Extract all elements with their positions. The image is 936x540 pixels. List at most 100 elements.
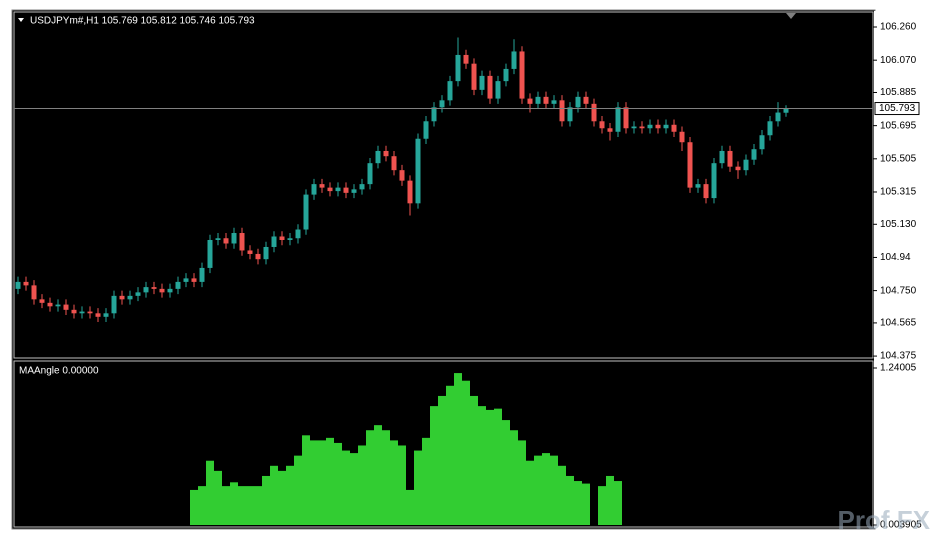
candle-body	[727, 150, 733, 167]
candle-body	[687, 142, 693, 188]
candle-body	[319, 184, 325, 188]
candle-body	[767, 121, 773, 136]
histogram-bar	[350, 453, 358, 525]
candle-body	[143, 287, 149, 293]
candle-body	[183, 278, 189, 282]
candle-body	[463, 54, 469, 64]
candle-body	[271, 236, 277, 247]
candle-body	[559, 100, 565, 122]
candle-body	[71, 309, 77, 314]
histogram-bar	[454, 373, 462, 525]
histogram-bar	[270, 465, 278, 525]
menu-arrow[interactable]	[18, 18, 24, 22]
candle-body	[455, 54, 461, 82]
histogram-bar	[238, 486, 246, 525]
candle-body	[135, 292, 141, 296]
candle-body	[735, 166, 741, 171]
candle-body	[159, 288, 165, 293]
histogram-bar	[310, 440, 318, 525]
histogram-bar	[254, 486, 262, 525]
candle-body	[783, 108, 789, 113]
candle-body	[543, 96, 549, 104]
candle-body	[759, 135, 765, 150]
price-panel	[13, 11, 874, 359]
y-tick-label: 104.565	[880, 318, 917, 329]
price-axis	[874, 11, 935, 528]
histogram-bar	[278, 470, 286, 525]
histogram-bar	[462, 380, 470, 525]
candle-body	[407, 180, 413, 204]
candle-body	[23, 281, 29, 286]
candle-body	[479, 75, 485, 90]
histogram-bar	[230, 482, 238, 525]
histogram-bar	[198, 486, 206, 525]
candle-body	[311, 184, 317, 195]
histogram-bar	[222, 486, 230, 525]
histogram-bar	[374, 425, 382, 525]
candle-body	[207, 239, 213, 268]
candle-body	[431, 107, 437, 122]
histogram-bar	[430, 406, 438, 525]
histogram-bar	[486, 409, 494, 525]
candle-body	[55, 304, 61, 307]
candle-body	[487, 75, 493, 99]
histogram-bar	[526, 460, 534, 525]
candle-body	[551, 100, 557, 104]
candle-body	[743, 159, 749, 171]
histogram-bar	[582, 483, 590, 525]
candle-body	[191, 278, 197, 282]
candle-body	[375, 150, 381, 164]
candle-body	[95, 313, 101, 317]
candle-body	[663, 124, 669, 129]
candle-body	[351, 189, 357, 193]
histogram-bar	[494, 408, 502, 525]
histogram-bar	[566, 475, 574, 525]
histogram-bar	[606, 475, 614, 525]
histogram-bar	[318, 440, 326, 525]
candle-body	[151, 287, 157, 289]
candle-body	[247, 250, 253, 254]
candle-body	[415, 138, 421, 204]
candle-body	[751, 149, 757, 160]
candle-body	[79, 311, 85, 314]
histogram-bar	[366, 430, 374, 525]
watermark: Prof FX	[838, 505, 931, 535]
candle-body	[343, 187, 349, 193]
candle-body	[287, 238, 293, 240]
histogram-bar	[614, 481, 622, 525]
candle-body	[239, 233, 245, 251]
histogram-bar	[246, 486, 254, 525]
histogram-bar	[294, 455, 302, 525]
candle-body	[567, 107, 573, 122]
candle-body	[63, 304, 69, 310]
y-tick-label: 106.070	[880, 55, 917, 66]
histogram-bar	[302, 435, 310, 525]
histogram-bar	[358, 445, 366, 525]
histogram-bar	[334, 442, 342, 525]
y-tick-label: 104.375	[880, 351, 917, 362]
histogram-bar	[342, 450, 350, 525]
histogram-bar	[598, 486, 606, 525]
candle-body	[263, 246, 269, 260]
candle-body	[623, 107, 629, 129]
candle-body	[503, 68, 509, 82]
histogram-bar	[414, 450, 422, 525]
candle-body	[695, 184, 701, 188]
candle-body	[471, 63, 477, 90]
y-tick-label: 105.505	[880, 153, 917, 164]
last-price-label: 105.793	[879, 103, 916, 114]
candle-body	[39, 299, 45, 303]
histogram-bar	[470, 395, 478, 525]
indicator-title: MAAngle 0.00000	[19, 366, 99, 377]
candle-body	[367, 163, 373, 185]
histogram-bar	[214, 470, 222, 525]
candle-body	[423, 121, 429, 139]
candle-body	[255, 253, 261, 260]
chart-title: USDJPYm#,H1 105.769 105.812 105.746 105.…	[30, 16, 255, 27]
candle-body	[223, 238, 229, 244]
candle-body	[303, 194, 309, 230]
candle-body	[199, 267, 205, 282]
candle-body	[127, 295, 133, 300]
